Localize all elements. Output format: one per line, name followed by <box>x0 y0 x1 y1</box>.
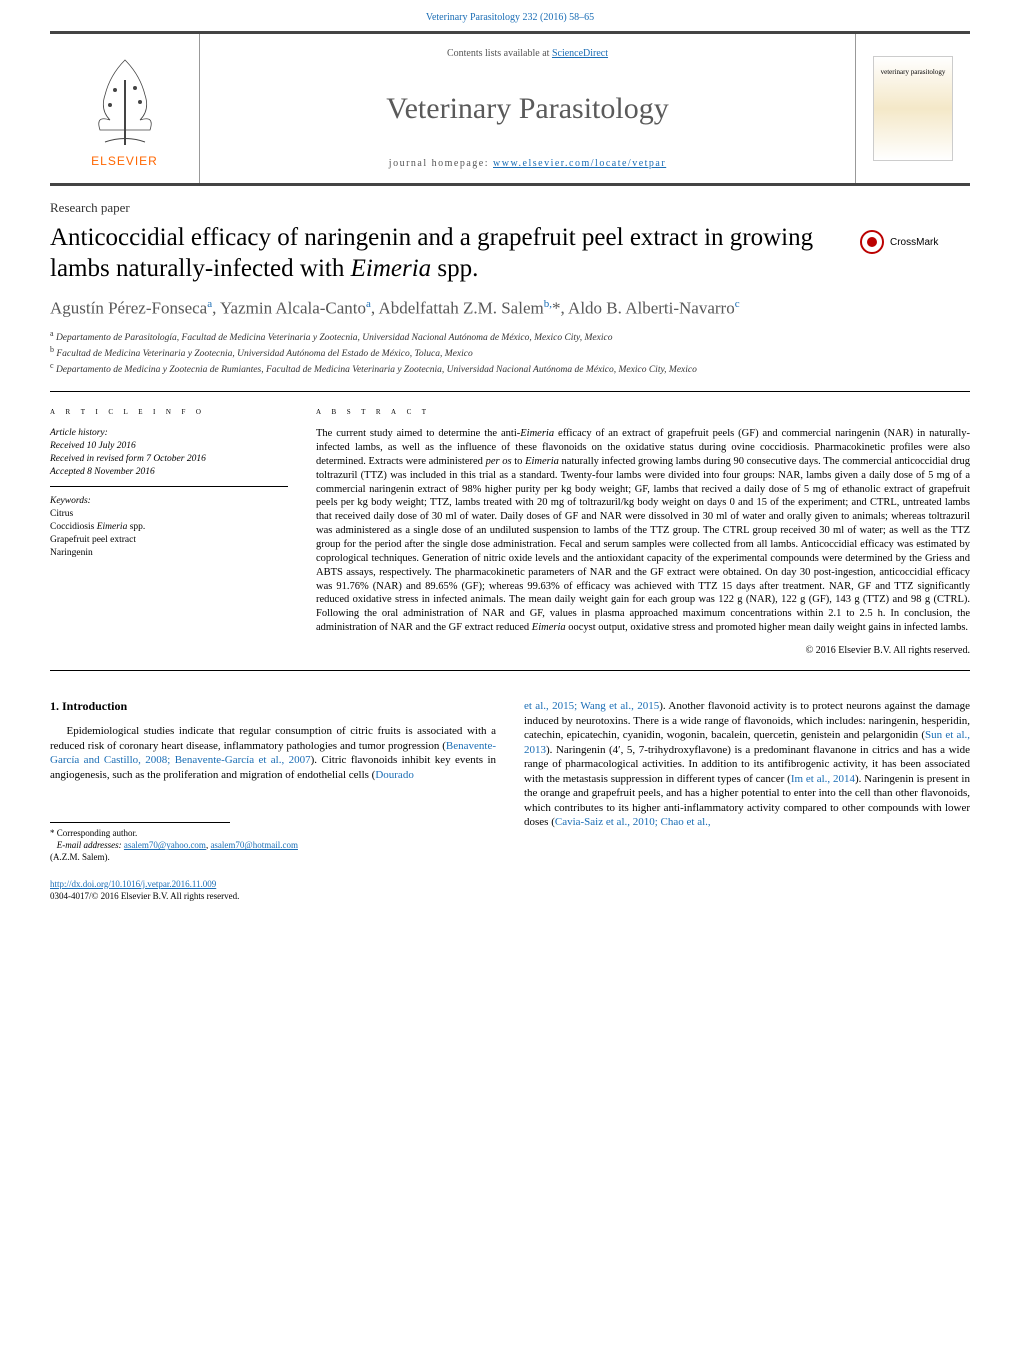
email-paren: (A.Z.M. Salem). <box>50 851 496 863</box>
article-history: Article history: Received 10 July 2016 R… <box>50 427 288 487</box>
article-type: Research paper <box>50 200 970 216</box>
abstract-text: The current study aimed to determine the… <box>316 427 970 635</box>
journal-title: Veterinary Parasitology <box>386 92 668 126</box>
intro-text-right: et al., 2015; Wang et al., 2015). Anothe… <box>524 699 970 830</box>
doi-link[interactable]: http://dx.doi.org/10.1016/j.vetpar.2016.… <box>50 879 216 889</box>
history-label: Article history: <box>50 427 288 440</box>
keywords-label: Keywords: <box>50 495 288 508</box>
intro-heading: 1. Introduction <box>50 699 496 714</box>
authors: Agustín Pérez-Fonsecaa, Yazmin Alcala-Ca… <box>50 297 970 320</box>
abstract-label: a b s t r a c t <box>316 406 970 417</box>
intro-text-left: Epidemiological studies indicate that re… <box>50 724 496 782</box>
keyword-item: Grapefruit peel extract <box>50 534 288 547</box>
sciencedirect-link[interactable]: ScienceDirect <box>552 48 608 59</box>
contents-list-line: Contents lists available at ScienceDirec… <box>447 48 608 59</box>
keyword-item: Coccidiosis Eimeria spp. <box>50 521 288 534</box>
email-link-1[interactable]: asalem70@yahoo.com <box>124 840 206 850</box>
affiliation-c: c Departamento de Medicina y Zootecnia d… <box>50 361 970 377</box>
cover-thumb-text: veterinary parasitology <box>881 69 946 77</box>
keywords-block: Keywords: Citrus Coccidiosis Eimeria spp… <box>50 495 288 559</box>
publisher-logo: ELSEVIER <box>50 34 200 183</box>
history-received: Received 10 July 2016 <box>50 440 288 453</box>
elsevier-wordmark: ELSEVIER <box>91 154 158 168</box>
header-citation: Veterinary Parasitology 232 (2016) 58–65 <box>0 0 1020 31</box>
journal-cover: veterinary parasitology <box>855 34 970 183</box>
divider <box>50 391 970 392</box>
homepage-prefix: journal homepage: <box>389 158 493 169</box>
article-info-label: a r t i c l e i n f o <box>50 406 288 417</box>
contents-prefix: Contents lists available at <box>447 48 552 59</box>
masthead-center: Contents lists available at ScienceDirec… <box>200 34 855 183</box>
keyword-item: Citrus <box>50 508 288 521</box>
crossmark-badge[interactable]: CrossMark <box>860 222 970 254</box>
cover-thumbnail: veterinary parasitology <box>873 56 953 161</box>
homepage-link[interactable]: www.elsevier.com/locate/vetpar <box>493 158 666 169</box>
divider <box>50 670 970 671</box>
affiliation-a: a Departamento de Parasitología, Faculta… <box>50 329 970 345</box>
history-revised: Received in revised form 7 October 2016 <box>50 453 288 466</box>
elsevier-tree-icon <box>80 50 170 150</box>
email-link-2[interactable]: asalem70@hotmail.com <box>210 840 298 850</box>
masthead: ELSEVIER Contents lists available at Sci… <box>50 31 970 186</box>
email-line: E-mail addresses: asalem70@yahoo.com, as… <box>50 839 496 851</box>
crossmark-icon <box>860 230 884 254</box>
issn-line: 0304-4017/© 2016 Elsevier B.V. All right… <box>50 891 239 901</box>
corresponding-label: * Corresponding author. <box>50 827 496 839</box>
doi-block: http://dx.doi.org/10.1016/j.vetpar.2016.… <box>50 878 496 902</box>
article-title: Anticoccidial efficacy of naringenin and… <box>50 222 860 285</box>
copyright: © 2016 Elsevier B.V. All rights reserved… <box>316 645 970 656</box>
history-accepted: Accepted 8 November 2016 <box>50 466 288 479</box>
corresponding-footnote: * Corresponding author. E-mail addresses… <box>50 827 496 863</box>
crossmark-text: CrossMark <box>890 237 938 248</box>
journal-homepage-line: journal homepage: www.elsevier.com/locat… <box>389 158 666 169</box>
affiliation-b: b Facultad de Medicina Veterinaria y Zoo… <box>50 345 970 361</box>
affiliations: a Departamento de Parasitología, Faculta… <box>50 329 970 377</box>
keyword-item: Naringenin <box>50 547 288 560</box>
